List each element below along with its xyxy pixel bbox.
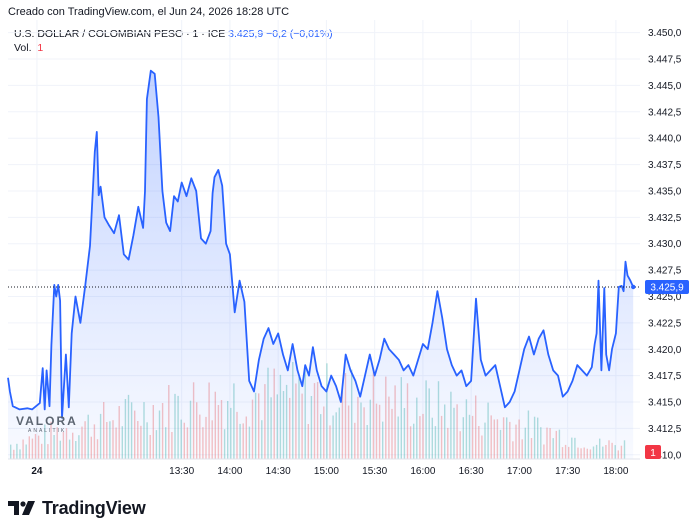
x-tick-label: 13:30 bbox=[169, 466, 194, 477]
price-badge: 3.425,9 bbox=[645, 280, 689, 294]
y-tick-label: 3.450,0 bbox=[648, 28, 682, 39]
x-tick-label: 14:00 bbox=[217, 466, 242, 477]
tradingview-brand: TradingView bbox=[42, 497, 146, 518]
x-tick-label: 17:30 bbox=[555, 466, 580, 477]
y-tick-label: 3.437,5 bbox=[648, 160, 682, 171]
footer-brand[interactable]: TradingView bbox=[8, 496, 146, 520]
y-tick-label: 3.420,0 bbox=[648, 345, 682, 356]
x-tick-label: 15:00 bbox=[314, 466, 339, 477]
y-tick-label: 3.440,0 bbox=[648, 134, 682, 145]
price-badge-label: 3.425,9 bbox=[650, 283, 684, 294]
symbol-name[interactable]: U.S. DOLLAR / COLOMBIAN PESO · 1 · ICE bbox=[14, 28, 226, 40]
y-tick-label: 3.415,0 bbox=[648, 398, 682, 409]
y-tick-label: 3.445,0 bbox=[648, 81, 682, 92]
volume-row: Vol. 1 bbox=[14, 41, 333, 55]
price-axis[interactable]: 3.450,0 3.447,5 3.445,0 3.442,5 3.440,0 3.437… bbox=[648, 28, 682, 461]
volume-value: 1 bbox=[37, 42, 44, 54]
volume-badge: 1 bbox=[645, 445, 661, 459]
y-tick-label: 3.447,5 bbox=[648, 55, 682, 66]
chart-legend: U.S. DOLLAR / COLOMBIAN PESO · 1 · ICE 3… bbox=[14, 27, 333, 55]
x-tick-label: 16:30 bbox=[459, 466, 484, 477]
x-tick-label: 15:30 bbox=[362, 466, 387, 477]
x-tick-label: 18:00 bbox=[603, 466, 628, 477]
x-tick-label: 14:30 bbox=[266, 466, 291, 477]
y-tick-label: 3.442,5 bbox=[648, 107, 682, 118]
x-tick-label: 17:00 bbox=[507, 466, 532, 477]
y-tick-label: 3.435,0 bbox=[648, 186, 682, 197]
watermark-line2: ANALITIK bbox=[28, 428, 67, 434]
price-line bbox=[7, 69, 635, 419]
symbol-row: U.S. DOLLAR / COLOMBIAN PESO · 1 · ICE 3… bbox=[14, 27, 333, 41]
last-price-dot bbox=[631, 284, 636, 290]
time-axis[interactable]: 24 13:30 14:00 14:30 15:00 15:30 16:00 16:30 17:… bbox=[31, 466, 628, 477]
x-tick-label: 24 bbox=[31, 466, 43, 477]
valora-watermark: VALORA ANALITIK bbox=[16, 414, 78, 434]
tradingview-logo-icon bbox=[8, 501, 35, 515]
y-tick-label: 3.427,5 bbox=[648, 266, 682, 277]
y-tick-label: 3.412,5 bbox=[648, 424, 682, 435]
y-tick-label: 3.430,0 bbox=[648, 239, 682, 250]
y-tick-label: 3.422,5 bbox=[648, 318, 682, 329]
chart-caption: Creado con TradingView.com, el Jun 24, 2… bbox=[8, 6, 290, 18]
price-area bbox=[8, 70, 634, 459]
y-tick-label: 3.425,0 bbox=[648, 292, 682, 303]
x-tick-label: 16:00 bbox=[410, 466, 435, 477]
price-change: −0,2 (−0,01%) bbox=[266, 28, 333, 40]
volume-badge-label: 1 bbox=[650, 448, 656, 459]
watermark-line1: VALORA bbox=[16, 414, 78, 428]
last-price: 3.425,9 bbox=[228, 28, 264, 40]
volume-label[interactable]: Vol. bbox=[14, 42, 32, 54]
y-tick-label: 3.417,5 bbox=[648, 371, 682, 382]
y-tick-label: 3.410,0 bbox=[648, 450, 682, 461]
y-tick-label: 3.432,5 bbox=[648, 213, 682, 224]
